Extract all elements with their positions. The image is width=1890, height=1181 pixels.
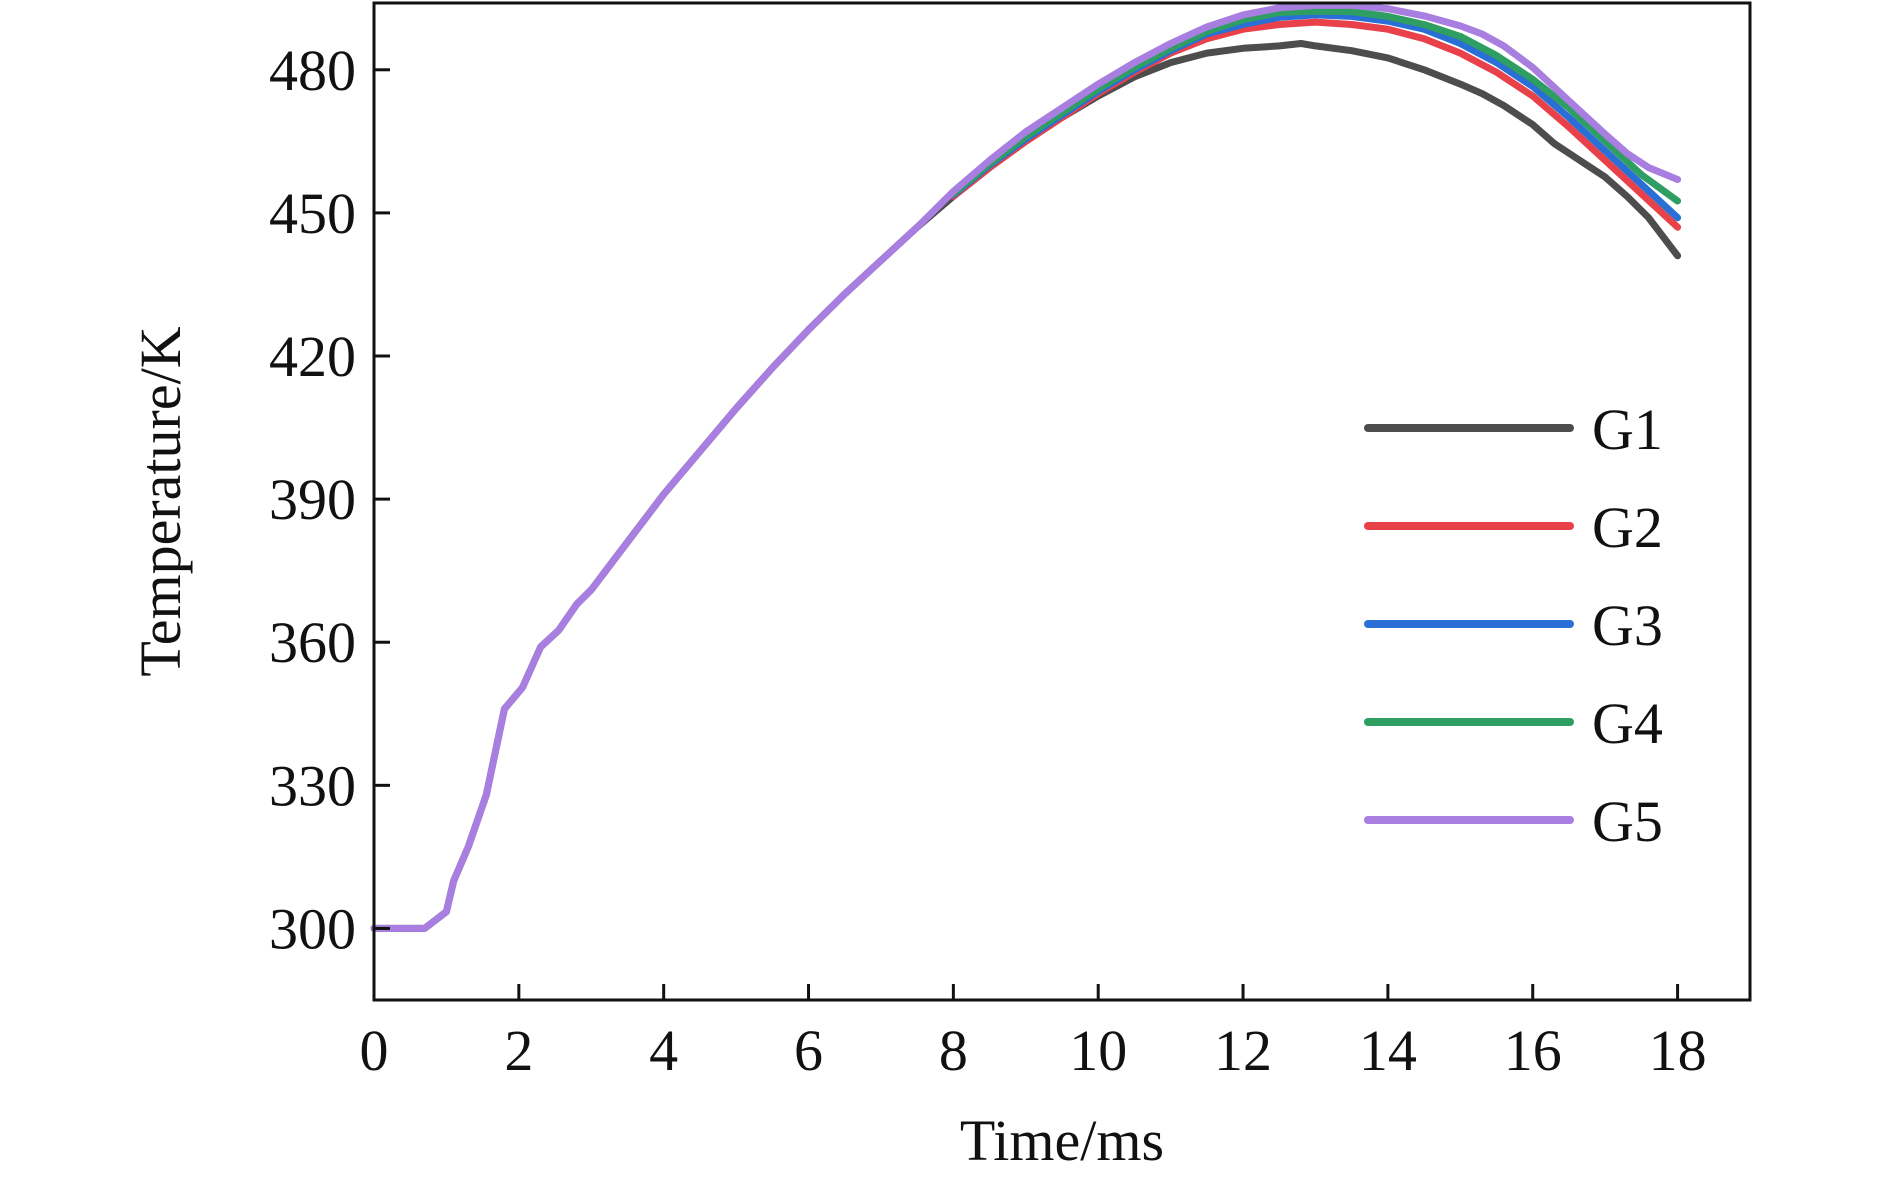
- series-layer: [370, 1, 1682, 932]
- y-tick-label: 330: [269, 753, 356, 818]
- x-tick-label: 6: [794, 1018, 823, 1083]
- legend-label-g1: G1: [1592, 397, 1663, 462]
- y-tick-label: 480: [269, 38, 356, 103]
- x-tick-label: 16: [1504, 1018, 1562, 1083]
- x-tick-label: 2: [504, 1018, 533, 1083]
- legend: G1 G2 G3 G4 G5: [1364, 397, 1663, 854]
- x-tick-label: 10: [1069, 1018, 1127, 1083]
- legend-label-g3: G3: [1592, 593, 1663, 658]
- x-axis-label: Time/ms: [960, 1108, 1164, 1173]
- plot-frame: [372, 1, 1752, 1002]
- legend-label-g4: G4: [1592, 691, 1663, 756]
- series-line-g4: [949, 7, 1682, 205]
- series-line-g2: [949, 18, 1682, 231]
- y-axis-label: Temperature/K: [128, 326, 193, 676]
- x-tick-label: 12: [1214, 1018, 1272, 1083]
- y-tick-label: 420: [269, 324, 356, 389]
- axis-ticks: 0 2 4 6 8 10 12 14 16 18 300 330 360 390 420 450 480: [269, 38, 1707, 1083]
- legend-label-g2: G2: [1592, 495, 1663, 560]
- y-tick-label: 360: [269, 610, 356, 675]
- x-tick-label: 4: [649, 1018, 678, 1083]
- series-line-g1: [370, 40, 1682, 932]
- x-tick-label: 8: [939, 1018, 968, 1083]
- y-tick-label: 300: [269, 896, 356, 961]
- x-tick-label: 0: [360, 1018, 389, 1083]
- x-tick-label: 18: [1649, 1018, 1707, 1083]
- y-tick-label: 450: [269, 181, 356, 246]
- series-line-g5: [370, 1, 1682, 932]
- y-tick-label: 390: [269, 467, 356, 532]
- x-tick-label: 14: [1359, 1018, 1417, 1083]
- legend-label-g5: G5: [1592, 789, 1663, 854]
